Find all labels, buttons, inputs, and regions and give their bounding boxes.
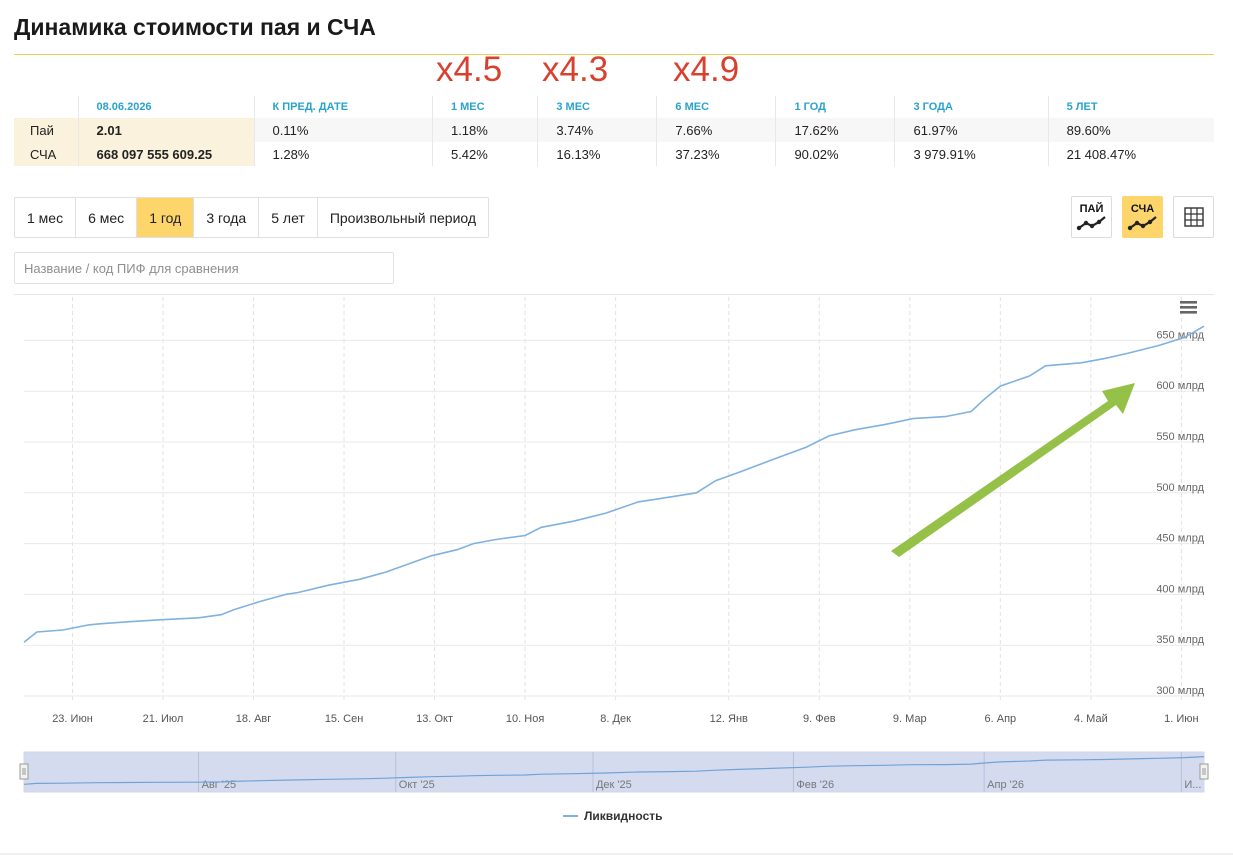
period-button-3y[interactable]: 3 года — [194, 198, 260, 237]
x-axis-tick-label: 15. Сен — [325, 713, 363, 725]
table-header-row: 08.06.2026 К ПРЕД. ДАТЕ 1 МЕС 3 МЕС 6 МЕ… — [14, 96, 1214, 118]
y-axis-tick-label: 450 млрд — [1156, 533, 1204, 545]
table-view-button[interactable] — [1173, 196, 1214, 238]
period-button-1y[interactable]: 1 год — [137, 198, 195, 237]
navigator-selection[interactable] — [24, 752, 1204, 792]
y-axis-tick-label: 350 млрд — [1156, 634, 1204, 646]
x-axis-tick-label: 12. Янв — [710, 713, 748, 725]
y-axis-tick-label: 300 млрд — [1156, 685, 1204, 697]
x-axis-tick-label: 6. Апр — [985, 713, 1017, 725]
nav-line-chart: 300 млрд 350 млрд 400 млрд 450 млрд 500 млрд… — [19, 297, 1209, 823]
view-scha-label: СЧА — [1130, 203, 1155, 215]
row-label: СЧА — [14, 142, 78, 166]
table-cell: 17.62% — [775, 118, 895, 142]
table-header-prev: К ПРЕД. ДАТЕ — [253, 96, 433, 118]
multiplier-annotation-1: x4.5 — [436, 50, 503, 89]
period-button-5y[interactable]: 5 лет — [259, 198, 318, 237]
line-chart-icon — [1076, 216, 1106, 231]
y-axis-tick-label: 400 млрд — [1156, 583, 1204, 595]
table-cell: 5.42% — [431, 142, 538, 166]
table-header-1m: 1 МЕС — [431, 96, 538, 118]
table-header-empty — [14, 96, 78, 118]
period-button-custom[interactable]: Произвольный период — [329, 209, 477, 226]
period-button-1m[interactable]: 1 мес — [15, 198, 77, 237]
table-cell: 0.11% — [253, 118, 433, 142]
table-cell: 37.23% — [656, 142, 776, 166]
table-header-5y: 5 ЛЕТ — [1047, 96, 1214, 118]
period-selector: 1 мес 6 мес 1 год 3 года 5 лет Произволь… — [14, 197, 490, 238]
chart-menu-icon[interactable] — [1176, 300, 1200, 320]
trend-arrow — [891, 383, 1135, 557]
table-header-3y: 3 ГОДА — [894, 96, 1049, 118]
grid-table-icon — [1183, 207, 1204, 227]
line-chart-icon — [1127, 216, 1157, 231]
x-axis-tick-label: 1. Июн — [1164, 713, 1198, 725]
footer-divider — [0, 853, 1233, 855]
view-pai-label: ПАЙ — [1079, 203, 1104, 215]
table-header-6m: 6 МЕС — [656, 96, 776, 118]
navigator-label: И... — [1184, 779, 1201, 791]
navigator-label: Дек '25 — [596, 779, 632, 791]
table-cell: 2.01 — [77, 118, 254, 142]
navigator-label: Фев '26 — [796, 779, 834, 791]
row-label: Пай — [14, 118, 78, 142]
multiplier-annotation-2: x4.3 — [542, 50, 609, 89]
y-axis-tick-label: 600 млрд — [1156, 380, 1204, 392]
fund-compare-input[interactable] — [14, 252, 394, 284]
table-cell: 16.13% — [537, 142, 657, 166]
y-axis-tick-label: 500 млрд — [1156, 482, 1204, 494]
navigator-label: Апр '26 — [987, 779, 1024, 791]
x-axis-tick-label: 10. Ноя — [506, 713, 544, 725]
x-axis-tick-label: 8. Дек — [600, 713, 631, 725]
table-cell: 7.66% — [656, 118, 776, 142]
x-axis-tick-label: 18. Авг — [236, 713, 272, 725]
y-axis-tick-label: 550 млрд — [1156, 431, 1204, 443]
page-title: Динамика стоимости пая и СЧА — [14, 14, 376, 40]
table-cell: 668 097 555 609.25 — [77, 142, 254, 166]
table-cell: 89.60% — [1047, 118, 1214, 142]
table-cell: 3 979.91% — [894, 142, 1049, 166]
table-cell: 1.18% — [431, 118, 538, 142]
view-scha-button[interactable]: СЧА — [1122, 196, 1163, 238]
x-axis-tick-label: 13. Окт — [416, 713, 453, 725]
legend-label: Ликвидность — [584, 809, 663, 823]
chart-area: 300 млрд 350 млрд 400 млрд 450 млрд 500 млрд… — [14, 294, 1214, 849]
table-row-pai: Пай 2.01 0.11% 1.18% 3.74% 7.66% 17.62% … — [14, 118, 1214, 142]
navigator-handle-left[interactable] — [19, 763, 29, 780]
series-line-liquidity — [23, 325, 1205, 643]
period-button-6m[interactable]: 6 мес — [76, 198, 138, 237]
view-pai-button[interactable]: ПАЙ — [1071, 196, 1112, 238]
range-navigator[interactable]: Авг '25 Окт '25 Дек '25 Фев '26 Апр '26 И... — [19, 751, 1209, 793]
table-cell: 3.74% — [537, 118, 657, 142]
table-header-3m: 3 МЕС — [537, 96, 657, 118]
x-axis-tick-label: 23. Июн — [52, 713, 93, 725]
table-row-scha: СЧА 668 097 555 609.25 1.28% 5.42% 16.13… — [14, 142, 1214, 166]
navigator-label: Окт '25 — [399, 779, 435, 791]
navigator-handle-right[interactable] — [1199, 763, 1209, 780]
x-axis-tick-label: 21. Июл — [143, 713, 184, 725]
table-cell: 21 408.47% — [1047, 142, 1214, 166]
navigator-label: Авг '25 — [202, 779, 237, 791]
x-axis-tick-label: 9. Фев — [803, 713, 836, 725]
returns-table: 08.06.2026 К ПРЕД. ДАТЕ 1 МЕС 3 МЕС 6 МЕ… — [14, 96, 1214, 166]
x-axis-tick-label: 9. Мар — [893, 713, 927, 725]
multiplier-annotation-3: x4.9 — [673, 50, 740, 89]
table-header-1y: 1 ГОД — [775, 96, 895, 118]
x-axis-tick-label: 4. Май — [1074, 713, 1108, 725]
table-cell: 61.97% — [894, 118, 1049, 142]
y-axis-tick-label: 650 млрд — [1156, 329, 1204, 341]
table-cell: 90.02% — [775, 142, 895, 166]
navigator-series-line — [23, 756, 1205, 785]
table-cell: 1.28% — [253, 142, 433, 166]
title-divider — [14, 54, 1214, 55]
chart-legend[interactable]: Ликвидность — [563, 809, 663, 823]
table-header-date: 08.06.2026 — [77, 96, 254, 118]
